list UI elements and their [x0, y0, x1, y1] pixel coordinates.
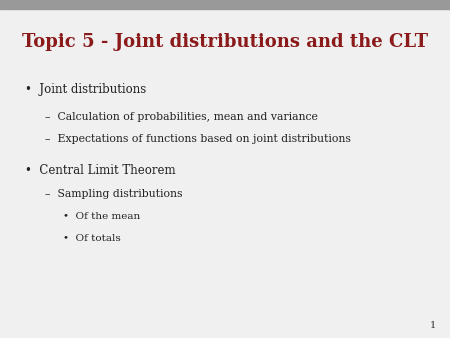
- Text: •  Joint distributions: • Joint distributions: [25, 83, 146, 96]
- Text: Topic 5 - Joint distributions and the CLT: Topic 5 - Joint distributions and the CL…: [22, 33, 428, 51]
- Text: 1: 1: [430, 320, 436, 330]
- Text: •  Central Limit Theorem: • Central Limit Theorem: [25, 164, 176, 177]
- Text: –  Expectations of functions based on joint distributions: – Expectations of functions based on joi…: [45, 134, 351, 144]
- Text: –  Calculation of probabilities, mean and variance: – Calculation of probabilities, mean and…: [45, 112, 318, 122]
- Text: –  Sampling distributions: – Sampling distributions: [45, 189, 183, 199]
- Text: •  Of totals: • Of totals: [63, 234, 121, 243]
- Text: •  Of the mean: • Of the mean: [63, 213, 140, 221]
